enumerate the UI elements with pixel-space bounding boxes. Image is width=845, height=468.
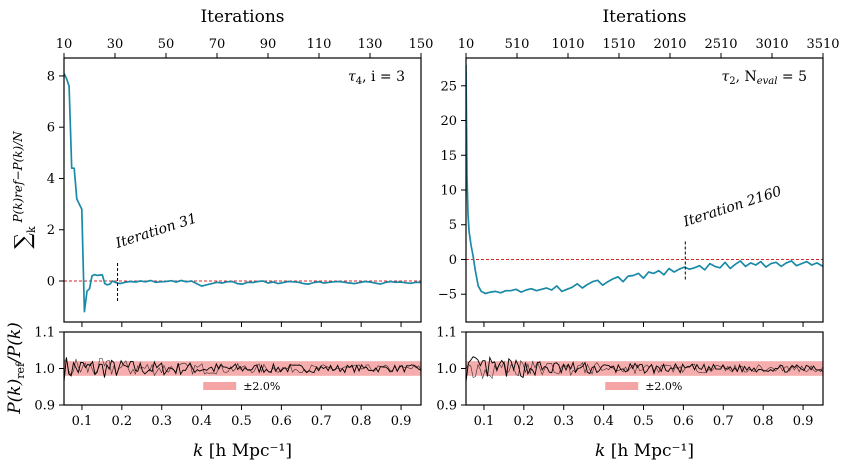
bottom-left-ylabel: P(k)ref/P(k)	[5, 322, 27, 415]
bottom_right-xtick-label-5: 0.6	[673, 414, 694, 429]
top_right-series-0	[466, 64, 823, 295]
bottom-left-ylabel-sub: ref	[14, 362, 27, 379]
top_right-panel-label-sub: 2	[729, 76, 735, 87]
bottom_left-xtick-label-2: 0.3	[151, 414, 172, 429]
top_right-top-tick-label-7: 3510	[806, 37, 839, 52]
bottom_left-xtick-label-4: 0.5	[231, 414, 252, 429]
top_left-annotation-text: Iteration 31	[113, 211, 199, 253]
top_right-ytick-label-6: 25	[440, 79, 457, 94]
top_right-top-tick-label-3: 1510	[602, 37, 635, 52]
bottom_left-xtick-label-0: 0.1	[72, 414, 93, 429]
bottom_right-ytick-label-0: 0.9	[436, 399, 457, 414]
bottom-left-ylabel-main: P(k)	[5, 379, 25, 415]
top_right-top-tick-label-1: 510	[505, 37, 530, 52]
top_right-ytick-label-0: −5	[438, 288, 457, 303]
top_right-ytick-label-3: 10	[440, 184, 457, 199]
top_right-ytick-label-2: 5	[449, 218, 457, 233]
top-left-ylabel-sum: ∑	[11, 233, 36, 249]
bottom_right-legend-label: ±2.0%	[645, 380, 682, 393]
top_left-ytick-label-2: 4	[47, 172, 55, 187]
top-left-ylabel-num: P(k)ref−P(k)	[11, 145, 25, 226]
bottom_left-ytick-label-2: 1.1	[34, 326, 55, 341]
bottom_right-ratio-line-0	[466, 355, 823, 383]
bottom_right-frame	[465, 331, 824, 406]
top_left-top-xlabel: Iterations	[200, 7, 284, 27]
bottom_left-xtick-label-1: 0.2	[111, 414, 132, 429]
bottom_left-xlabel-k: k	[193, 441, 209, 461]
bottom_left-xtick-label-8: 0.9	[391, 414, 412, 429]
bottom_left-ytick-label-1: 1.0	[34, 362, 55, 377]
top_right-annotation-text: Iteration 2160	[681, 183, 784, 230]
bottom_right-legend-swatch	[605, 382, 639, 391]
top_left-panel-label-rest: , i = 3	[362, 69, 405, 85]
top_left-ytick-label-4: 8	[47, 69, 55, 84]
bottom_right-tolerance-band	[466, 361, 823, 376]
top_right-top-tick-label-0: 10	[458, 37, 475, 52]
top_left-series-0	[64, 73, 421, 313]
bottom_right-xtick-label-2: 0.3	[553, 414, 574, 429]
bottom_right-xtick-label-8: 0.9	[793, 414, 814, 429]
top_left-ytick-label-0: 0	[47, 274, 55, 289]
top_left-top-tick-label-5: 110	[307, 37, 332, 52]
top_left-top-tick-label-4: 90	[260, 37, 277, 52]
top_right-panel-label-rest2: = 5	[777, 69, 807, 85]
top_left-top-tick-label-7: 150	[409, 37, 434, 52]
top_right-panel-label-sym: τ	[721, 69, 729, 85]
bottom_right-xtick-label-4: 0.5	[633, 414, 654, 429]
bottom_right-ratio-line-1	[466, 359, 823, 380]
top_left-top-tick-label-0: 10	[56, 37, 73, 52]
bottom_left-legend-swatch	[203, 382, 237, 391]
top_right-frame	[465, 57, 824, 323]
bottom_right-xlabel: k [h Mpc⁻¹]	[595, 441, 694, 461]
top_right-panel-label-sub2: eval	[757, 76, 778, 87]
bottom_right-xlabel-unit: [h Mpc⁻¹]	[611, 441, 694, 461]
bottom_left-frame	[63, 331, 422, 406]
top_right-top-tick-label-5: 2510	[704, 37, 737, 52]
top_right-top-xlabel: Iterations	[602, 7, 686, 27]
bottom_left-xlabel-unit: [h Mpc⁻¹]	[209, 441, 292, 461]
bottom_left-xtick-label-3: 0.4	[191, 414, 212, 429]
bottom_left-tolerance-band	[64, 361, 421, 376]
top-left-ylabel-den: /N	[11, 131, 25, 147]
bottom_right-xtick-label-0: 0.1	[474, 414, 495, 429]
top_left-panel-label-sub: 4	[356, 76, 362, 87]
top_left-top-tick-label-2: 50	[158, 37, 175, 52]
bottom_right-ytick-label-1: 1.0	[436, 362, 457, 377]
bottom_left-xlabel: k [h Mpc⁻¹]	[193, 441, 292, 461]
top_left-top-tick-label-1: 30	[107, 37, 124, 52]
top_right-ytick-label-1: 0	[449, 253, 457, 268]
bottom_right-xtick-label-3: 0.4	[593, 414, 614, 429]
top_right-top-tick-label-4: 2010	[653, 37, 686, 52]
bottom_left-ytick-label-0: 0.9	[34, 399, 55, 414]
bottom_right-xlabel-k: k	[595, 441, 611, 461]
top_left-panel-label-sym: τ	[348, 69, 356, 85]
top_right-panel-label-rest: , N	[736, 69, 757, 85]
bottom_left-xtick-label-5: 0.6	[271, 414, 292, 429]
top_left-top-tick-label-3: 70	[209, 37, 226, 52]
bottom_left-xtick-label-7: 0.8	[351, 414, 372, 429]
top_right-ytick-label-4: 15	[440, 149, 457, 164]
top_right-top-tick-label-2: 1010	[551, 37, 584, 52]
bottom_right-xtick-label-1: 0.2	[513, 414, 534, 429]
top-left-ylabel: ∑k P(k)ref−P(k)/N	[11, 131, 38, 249]
bottom_left-xtick-label-6: 0.7	[311, 414, 332, 429]
bottom_right-ytick-label-2: 1.1	[436, 326, 457, 341]
top_left-panel-label: τ4, i = 3	[348, 69, 405, 87]
top_right-top-tick-label-6: 3010	[755, 37, 788, 52]
top_left-frame	[63, 57, 422, 323]
bottom-left-ylabel-tail: /P(k)	[5, 322, 25, 365]
bottom_right-xtick-label-7: 0.8	[753, 414, 774, 429]
bottom_left-legend-label: ±2.0%	[243, 380, 280, 393]
bottom_left-ratio-line-0	[64, 357, 421, 383]
top_right-ytick-label-5: 20	[440, 114, 457, 129]
top_left-ytick-label-3: 6	[47, 121, 55, 136]
top_right-panel-label: τ2, Neval = 5	[721, 69, 807, 87]
bottom_right-xtick-label-6: 0.7	[713, 414, 734, 429]
top-left-ylabel-k: k	[25, 226, 38, 233]
top_left-top-tick-label-6: 130	[358, 37, 383, 52]
bottom_left-ratio-line-1	[64, 357, 421, 377]
top_left-ytick-label-1: 2	[47, 223, 55, 238]
